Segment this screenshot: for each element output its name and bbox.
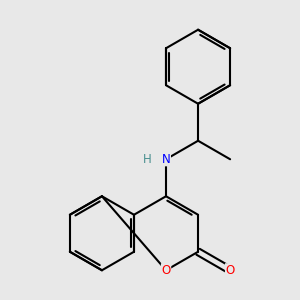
Text: H: H (143, 153, 152, 166)
Text: O: O (226, 264, 235, 277)
Text: O: O (161, 264, 171, 277)
Text: N: N (162, 153, 170, 166)
